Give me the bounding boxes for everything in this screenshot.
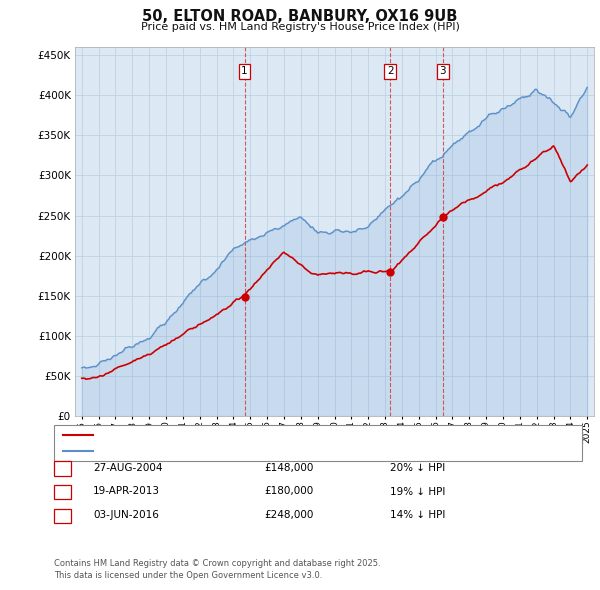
Text: 27-AUG-2004: 27-AUG-2004 bbox=[93, 463, 163, 473]
Text: HPI: Average price, semi-detached house, Cherwell: HPI: Average price, semi-detached house,… bbox=[96, 446, 346, 456]
Text: 2: 2 bbox=[387, 66, 394, 76]
Text: 50, ELTON ROAD, BANBURY, OX16 9UB: 50, ELTON ROAD, BANBURY, OX16 9UB bbox=[142, 9, 458, 24]
Text: £180,000: £180,000 bbox=[264, 487, 313, 496]
Text: 19% ↓ HPI: 19% ↓ HPI bbox=[390, 487, 445, 496]
Text: 50, ELTON ROAD, BANBURY, OX16 9UB (semi-detached house): 50, ELTON ROAD, BANBURY, OX16 9UB (semi-… bbox=[96, 430, 402, 440]
Text: This data is licensed under the Open Government Licence v3.0.: This data is licensed under the Open Gov… bbox=[54, 571, 322, 580]
Text: 1: 1 bbox=[59, 463, 66, 473]
Text: 20% ↓ HPI: 20% ↓ HPI bbox=[390, 463, 445, 473]
Text: 3: 3 bbox=[439, 66, 446, 76]
Text: £148,000: £148,000 bbox=[264, 463, 313, 473]
Text: Contains HM Land Registry data © Crown copyright and database right 2025.: Contains HM Land Registry data © Crown c… bbox=[54, 559, 380, 568]
Text: Price paid vs. HM Land Registry's House Price Index (HPI): Price paid vs. HM Land Registry's House … bbox=[140, 22, 460, 32]
Text: 03-JUN-2016: 03-JUN-2016 bbox=[93, 510, 159, 520]
Text: 2: 2 bbox=[59, 487, 66, 496]
Text: £248,000: £248,000 bbox=[264, 510, 313, 520]
Text: 19-APR-2013: 19-APR-2013 bbox=[93, 487, 160, 496]
Text: 3: 3 bbox=[59, 510, 66, 520]
Text: 14% ↓ HPI: 14% ↓ HPI bbox=[390, 510, 445, 520]
Text: 1: 1 bbox=[241, 66, 248, 76]
